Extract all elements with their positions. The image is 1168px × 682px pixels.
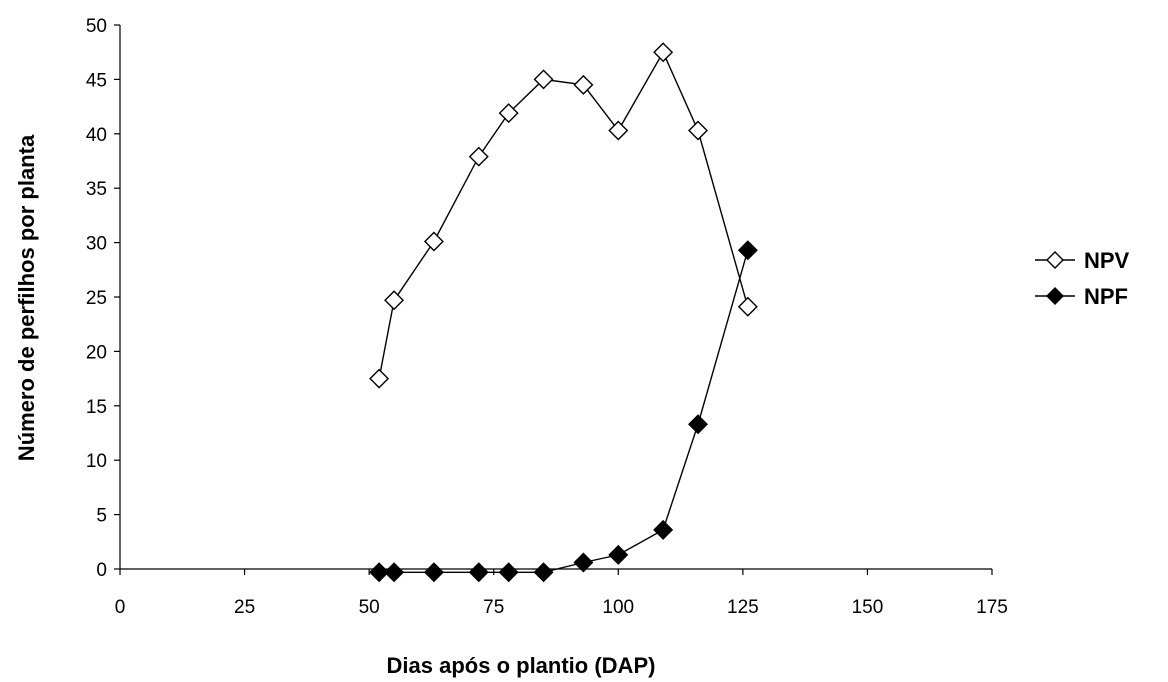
legend-label-npf: NPF	[1084, 284, 1128, 309]
x-tick-label: 50	[359, 597, 380, 618]
x-tick-label: 25	[234, 597, 255, 618]
y-tick-label: 15	[86, 397, 107, 418]
y-axis-title: Número de perfilhos por planta	[14, 134, 39, 461]
y-tick-label: 40	[86, 125, 107, 146]
data-point-npv	[688, 120, 709, 141]
series-line-npf	[379, 250, 749, 573]
data-point-npv	[653, 42, 674, 63]
y-tick-label: 25	[86, 288, 107, 309]
x-tick-label: 150	[852, 597, 884, 618]
y-axis: 0 5 10 15 20 25 30 35 40 45 50	[86, 16, 121, 581]
legend-item-npf: NPF	[1035, 284, 1128, 309]
data-point-npv	[498, 103, 519, 124]
x-axis-title: Dias após o plantio (DAP)	[387, 653, 656, 678]
x-tick-label: 100	[602, 597, 634, 618]
legend-item-npv: NPV	[1035, 248, 1130, 273]
data-point-npf	[468, 562, 489, 583]
data-point-npv	[533, 69, 554, 90]
x-axis: 0 25 50 75 100 125 150 175	[115, 568, 1008, 618]
data-point-npf	[369, 562, 390, 583]
x-tick-label: 125	[727, 597, 759, 618]
y-tick-label: 30	[86, 234, 107, 255]
y-tick-label: 50	[86, 16, 107, 37]
x-tick-label: 75	[483, 597, 504, 618]
legend-marker-npv	[1046, 251, 1064, 269]
series-line-npv	[378, 50, 749, 379]
y-tick-label: 20	[86, 342, 107, 363]
data-point-npv	[573, 74, 594, 95]
series-npv	[369, 42, 758, 389]
legend: NPV NPF	[1035, 248, 1130, 309]
data-point-npv	[369, 368, 390, 389]
legend-label-npv: NPV	[1084, 248, 1130, 273]
data-point-npf	[608, 544, 629, 565]
data-point-npf	[688, 414, 709, 435]
data-point-npv	[423, 231, 444, 252]
data-point-npf	[653, 519, 674, 540]
data-point-npv	[608, 120, 629, 141]
series-layer	[369, 42, 758, 583]
data-point-npf	[498, 562, 519, 583]
data-point-npf	[737, 240, 758, 261]
x-tick-label: 175	[976, 597, 1008, 618]
data-point-npf	[384, 562, 405, 583]
y-tick-label: 45	[86, 70, 107, 91]
y-tick-label: 10	[86, 451, 107, 472]
data-point-npf	[533, 562, 554, 583]
data-point-npv	[468, 146, 489, 167]
data-point-npv	[737, 296, 758, 317]
y-tick-label: 35	[86, 179, 107, 200]
series-npf	[369, 240, 758, 583]
x-tick-label: 0	[115, 597, 126, 618]
data-point-npf	[573, 552, 594, 573]
data-point-npv	[384, 290, 405, 311]
y-tick-label: 5	[96, 506, 107, 527]
data-point-npf	[423, 562, 444, 583]
y-tick-label: 0	[96, 560, 107, 581]
legend-marker-npf	[1046, 287, 1064, 305]
